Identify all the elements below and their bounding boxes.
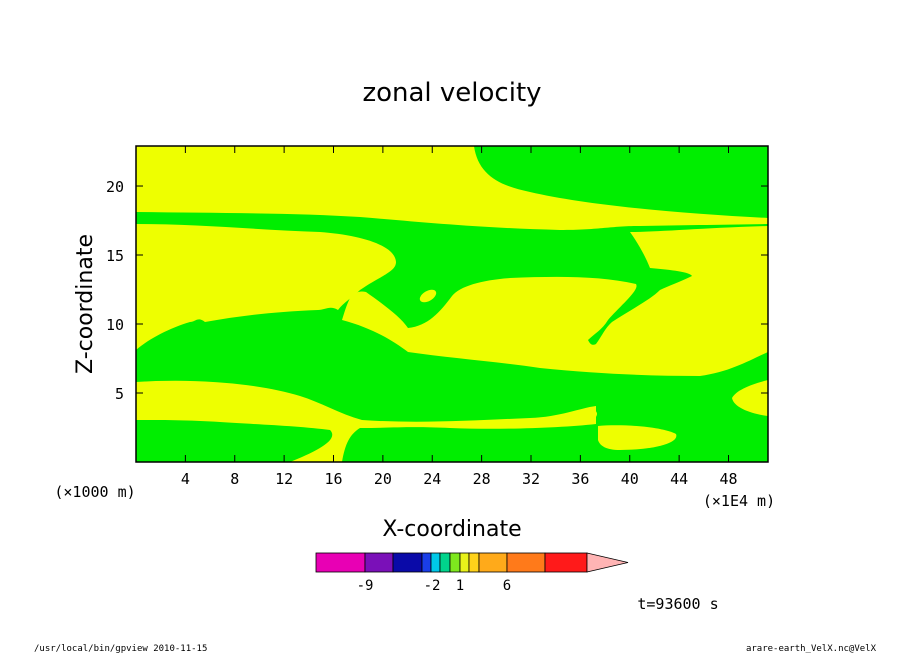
positive-blob-small (579, 408, 597, 420)
y-ticks: 5 10 15 20 (106, 178, 768, 403)
plot-frame (135, 145, 769, 463)
positive-region-bottom-right (598, 425, 677, 450)
colorbar-swatch (364, 552, 394, 573)
colorbar-label-3: 6 (503, 578, 511, 594)
time-label: t=93600 s (637, 595, 718, 613)
colorbar-swatch (459, 552, 470, 573)
y-tick-label: 10 (106, 316, 124, 334)
positive-region-right (732, 380, 768, 416)
y-tick-label: 15 (106, 247, 124, 265)
x-tick-label: 36 (571, 470, 589, 488)
x-ticks: 4 8 12 16 20 24 28 32 36 40 44 48 (181, 146, 738, 488)
chart-title: zonal velocity (362, 78, 541, 108)
colorbar-arrow (586, 552, 629, 573)
x-axis-label: X-coordinate (382, 517, 521, 542)
x-tick-label: 28 (473, 470, 491, 488)
colorbar-swatch (392, 552, 423, 573)
colorbar-swatch (430, 552, 441, 573)
positive-region-left (136, 224, 396, 350)
positive-region-upper (136, 146, 768, 230)
negative-blob (419, 289, 437, 303)
colorbar-swatch (315, 552, 366, 573)
y-tick-label: 20 (106, 178, 124, 196)
colorbar (315, 552, 629, 573)
positive-region-center (342, 226, 768, 376)
colorbar-swatch (439, 552, 451, 573)
colorbar-label-1: -2 (424, 578, 441, 594)
colorbar-swatch (478, 552, 508, 573)
x-unit: (×1E4 m) (703, 492, 775, 510)
footer-left: /usr/local/bin/gpview 2010-11-15 (34, 644, 207, 654)
colorbar-swatch (506, 552, 546, 573)
x-tick-label: 4 (181, 470, 190, 488)
x-tick-label: 48 (719, 470, 737, 488)
y-tick-label: 5 (115, 385, 124, 403)
x-tick-label: 8 (230, 470, 239, 488)
x-tick-label: 40 (621, 470, 639, 488)
x-tick-label: 24 (423, 470, 441, 488)
x-tick-label: 16 (324, 470, 342, 488)
colorbar-swatch (468, 552, 480, 573)
y-unit: (×1000 m) (54, 483, 135, 501)
colorbar-swatch (421, 552, 432, 573)
x-tick-label: 44 (670, 470, 688, 488)
colorbar-label-0: -9 (357, 578, 374, 594)
y-axis-label: Z-coordinate (73, 234, 98, 374)
x-tick-label: 12 (275, 470, 293, 488)
x-tick-label: 20 (374, 470, 392, 488)
positive-region-lower (136, 380, 596, 462)
colorbar-label-2: 1 (456, 578, 464, 594)
x-tick-label: 32 (522, 470, 540, 488)
colorbar-swatch (544, 552, 588, 573)
colorbar-swatch (449, 552, 461, 573)
footer-right: arare-earth_VelX.nc@VelX (746, 644, 877, 654)
